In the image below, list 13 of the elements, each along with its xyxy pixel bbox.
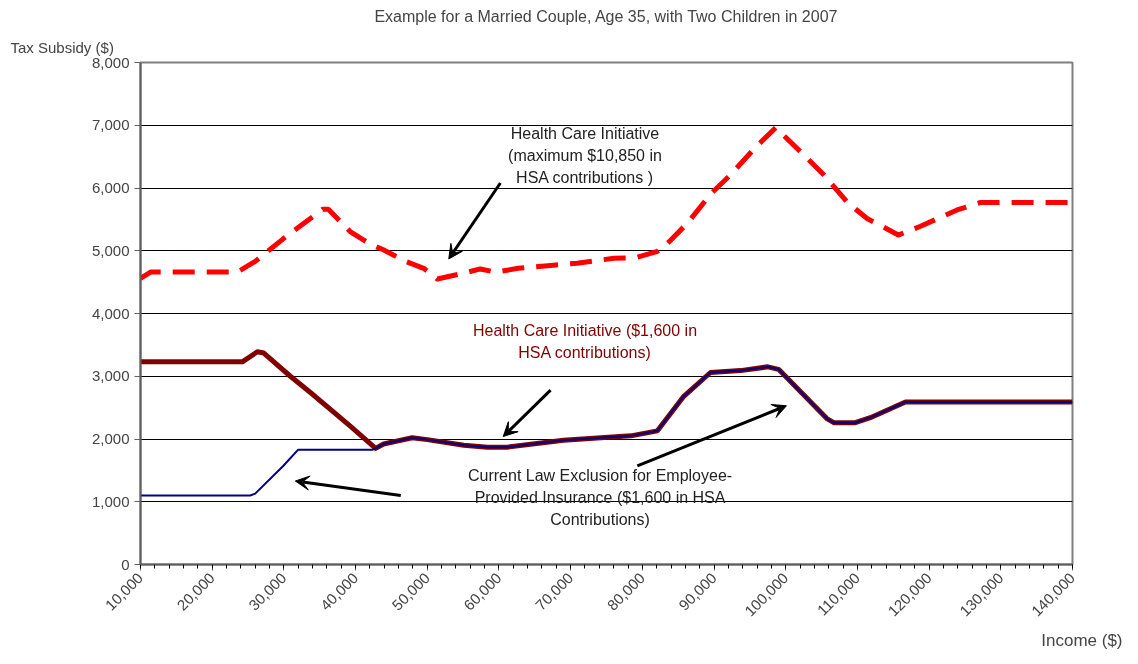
y-tick-label: 3,000 [91,367,130,385]
x-axis-title: Income ($) [1041,630,1123,650]
text: Health Care Initiative (maximum $10,850 in HSA contributions ) [508,125,662,187]
y-axis-title: Tax Subsidy ($) [10,38,114,56]
y-tick-label: 6,000 [91,179,130,196]
y-tick-label: 2,000 [91,430,130,447]
chart-title: Example for a Married Couple, Age 35, with Two Children in 2007 [374,7,838,25]
y-tick-label: 0 [121,555,130,573]
series-label: Health Care Initiative ($1,600 in HSA contributions) [472,321,698,361]
y-tick-label: 5,000 [91,241,130,259]
y-tick-label: 1,000 [91,492,130,510]
y-tick-label: 4,000 [91,304,130,322]
y-tick-label: 7,000 [91,116,130,134]
